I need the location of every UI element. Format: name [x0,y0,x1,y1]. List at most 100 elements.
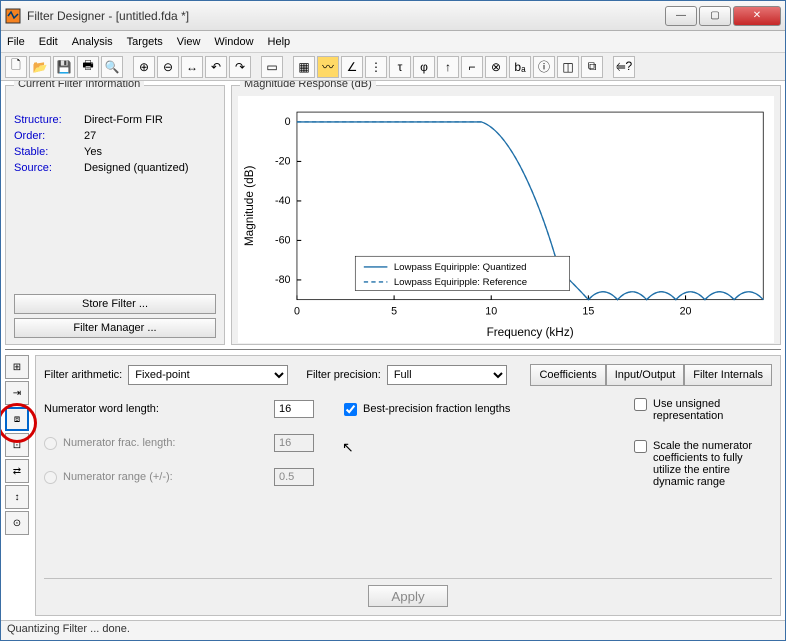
menu-edit[interactable]: Edit [39,36,58,48]
svg-text:20: 20 [680,306,692,318]
svg-text:0: 0 [285,116,291,128]
polezero-icon[interactable]: ⊗ [485,56,507,78]
zoom-out-icon[interactable]: ⊖ [157,56,179,78]
svg-text:-60: -60 [275,235,291,247]
full-view-icon[interactable]: ▦ [293,56,315,78]
num-word-input[interactable] [274,400,314,418]
arith-select[interactable]: Fixed-point [128,365,288,385]
print-preview-icon[interactable]: 🔍 [101,56,123,78]
transform-icon[interactable]: ⇄ [5,459,29,483]
svg-text:Lowpass Equiripple: Reference: Lowpass Equiripple: Reference [394,277,527,288]
arith-label: Filter arithmetic: [44,369,122,381]
info-label-stable: Stable: [14,146,84,158]
unsigned-checkbox[interactable] [634,398,647,411]
side-toolbar: ⊞ ⇥ ⧈ ⊡ ⇄ ↕ ⊙ [5,355,31,616]
pan-icon[interactable]: ↔ [181,56,203,78]
groupdelay-icon[interactable]: τ [389,56,411,78]
tab-coefficients[interactable]: Coefficients [530,364,605,386]
filter-manager-button[interactable]: Filter Manager ... [14,318,216,338]
best-precision-checkbox[interactable] [344,403,357,416]
magnitude-panel: Magnitude Response (dB) -80-60-40-200051… [231,85,781,345]
magphase-icon[interactable]: ⋮ [365,56,387,78]
content-area: Current Filter Information Structure: Di… [1,81,785,620]
phasedelay-icon[interactable]: φ [413,56,435,78]
svg-text:Magnitude (dB): Magnitude (dB) [243,166,256,247]
info-value-structure: Direct-Form FIR [84,114,216,126]
svg-text:10: 10 [485,306,497,318]
info-label-order: Order: [14,130,84,142]
scale-label: Scale the numerator coefficients to full… [653,440,772,488]
svg-text:0: 0 [294,306,300,318]
magnitude-title: Magnitude Response (dB) [240,81,376,90]
num-range-input [274,468,314,486]
menu-help[interactable]: Help [268,36,291,48]
design-filter-icon[interactable]: ⊞ [5,355,29,379]
num-word-label: Numerator word length: [44,403,264,415]
num-frac-input [274,434,314,452]
phase-icon[interactable]: ∠ [341,56,363,78]
open-icon[interactable]: 📂 [29,56,51,78]
print-icon[interactable]: 🖶 [77,56,99,78]
filter-info-grid: Structure: Direct-Form FIR Order: 27 Sta… [14,114,216,174]
magnitude-chart: -80-60-40-20005101520Frequency (kHz)Magn… [238,96,774,343]
titlebar: Filter Designer - [untitled.fda *] ― ▢ ✕ [1,1,785,31]
pole-zero-editor-icon[interactable]: ⊙ [5,511,29,535]
svg-text:Frequency (kHz): Frequency (kHz) [487,326,574,339]
precision-label: Filter precision: [306,369,381,381]
info-value-order: 27 [84,130,216,142]
menu-view[interactable]: View [177,36,201,48]
svg-text:-20: -20 [275,156,291,168]
num-frac-label: Numerator frac. length: [63,437,176,449]
status-text: Quantizing Filter ... done. [7,623,130,635]
realize-icon[interactable]: ⊡ [5,433,29,457]
freqtime-icon[interactable]: ⧉ [581,56,603,78]
info-value-source: Designed (quantized) [84,162,216,174]
zoom-in-icon[interactable]: ⊕ [133,56,155,78]
help-icon[interactable]: ⥢? [613,56,635,78]
app-icon [5,8,21,24]
store-filter-button[interactable]: Store Filter ... [14,294,216,314]
roundoff-icon[interactable]: ◫ [557,56,579,78]
redo-icon[interactable]: ↷ [229,56,251,78]
minimize-button[interactable]: ― [665,6,697,26]
impulse-icon[interactable]: ↑ [437,56,459,78]
svg-text:15: 15 [582,306,594,318]
best-precision-label: Best-precision fraction lengths [363,403,510,415]
tab-filter-internals[interactable]: Filter Internals [684,364,772,386]
magnitude-icon[interactable]: 〰 [317,56,339,78]
close-button[interactable]: ✕ [733,6,781,26]
menu-targets[interactable]: Targets [127,36,163,48]
num-frac-radio [44,437,57,450]
multirate-icon[interactable]: ↕ [5,485,29,509]
unsigned-label: Use unsigned representation [653,398,772,422]
maximize-button[interactable]: ▢ [699,6,731,26]
info-label-source: Source: [14,162,84,174]
undo-icon[interactable]: ↶ [205,56,227,78]
num-range-radio [44,471,57,484]
scale-checkbox[interactable] [634,440,647,453]
statusbar: Quantizing Filter ... done. [1,620,785,640]
tab-input-output[interactable]: Input/Output [606,364,685,386]
svg-text:5: 5 [391,306,397,318]
toolbar: 🗋 📂 💾 🖶 🔍 ⊕ ⊖ ↔ ↶ ↷ ▭ ▦ 〰 ∠ ⋮ τ φ ↑ ⌐ ⊗ … [1,53,785,81]
filter-info-title: Current Filter Information [14,81,144,90]
filter-spec-icon[interactable]: ▭ [261,56,283,78]
svg-text:Lowpass Equiripple: Quantized: Lowpass Equiripple: Quantized [394,262,527,273]
panel-divider[interactable] [5,349,781,351]
coeffs-icon[interactable]: bₐ [509,56,531,78]
menu-file[interactable]: File [7,36,25,48]
app-window: Filter Designer - [untitled.fda *] ― ▢ ✕… [0,0,786,641]
quantize-icon[interactable]: ⧈ [5,407,29,431]
info-label-structure: Structure: [14,114,84,126]
menu-window[interactable]: Window [214,36,253,48]
precision-select[interactable]: Full [387,365,507,385]
import-filter-icon[interactable]: ⇥ [5,381,29,405]
menu-analysis[interactable]: Analysis [72,36,113,48]
apply-button[interactable]: Apply [368,585,448,607]
info-icon[interactable]: ⓘ [533,56,555,78]
window-title: Filter Designer - [untitled.fda *] [27,9,665,23]
step-icon[interactable]: ⌐ [461,56,483,78]
new-icon[interactable]: 🗋 [5,56,27,78]
arithmetic-panel: Filter arithmetic: Fixed-point Filter pr… [35,355,781,616]
save-icon[interactable]: 💾 [53,56,75,78]
